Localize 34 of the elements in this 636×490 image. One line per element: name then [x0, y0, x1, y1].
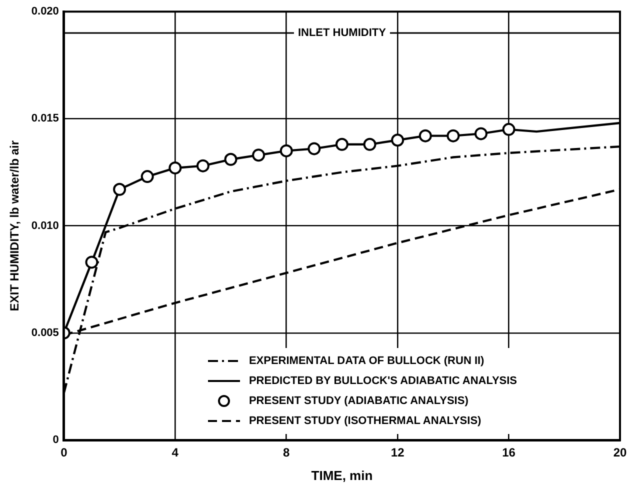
point: [85, 256, 98, 269]
y-tick-label: 0.005: [31, 326, 59, 339]
x-axis-title: TIME, min: [311, 468, 373, 483]
legend-label: PREDICTED BY BULLOCK'S ADIABATIC ANALYSIS: [248, 375, 518, 387]
point: [140, 170, 154, 184]
y-axis-title: EXIT HUMIDITY, lb water/lb air: [8, 140, 22, 312]
x-tick-label: 16: [502, 446, 516, 460]
point: [446, 129, 460, 142]
x-tick-label: 4: [172, 446, 179, 460]
point: [363, 138, 376, 151]
point: [335, 138, 348, 151]
x-tick-label: 12: [390, 446, 405, 460]
y-tick-label: 0.015: [31, 112, 59, 125]
legend-label: PRESENT STUDY (ISOTHERMAL ANALYSIS): [248, 415, 482, 427]
y-tick-label: 0.020: [31, 6, 59, 18]
point: [308, 142, 321, 156]
x-tick-label: 8: [283, 446, 290, 460]
point: [224, 152, 238, 166]
legend-label: PRESENT STUDY (ADIABATIC ANALYSIS): [248, 395, 468, 407]
point: [391, 134, 404, 147]
x-tick-label: 0: [60, 446, 68, 460]
point: [168, 161, 182, 174]
point: [280, 144, 293, 158]
point: [113, 182, 126, 196]
point: [474, 127, 488, 140]
y-tick-label: 0: [52, 434, 59, 446]
point: [252, 148, 266, 162]
legend-label: EXPERIMENTAL DATA OF BULLOCK (RUN II): [248, 355, 484, 367]
point: [418, 129, 432, 142]
ref-line-label: INLET HUMIDITY: [298, 27, 387, 40]
point: [502, 122, 516, 136]
point: [196, 159, 210, 172]
y-tick-label: 0.010: [31, 220, 59, 232]
x-tick-label: 20: [613, 446, 627, 460]
